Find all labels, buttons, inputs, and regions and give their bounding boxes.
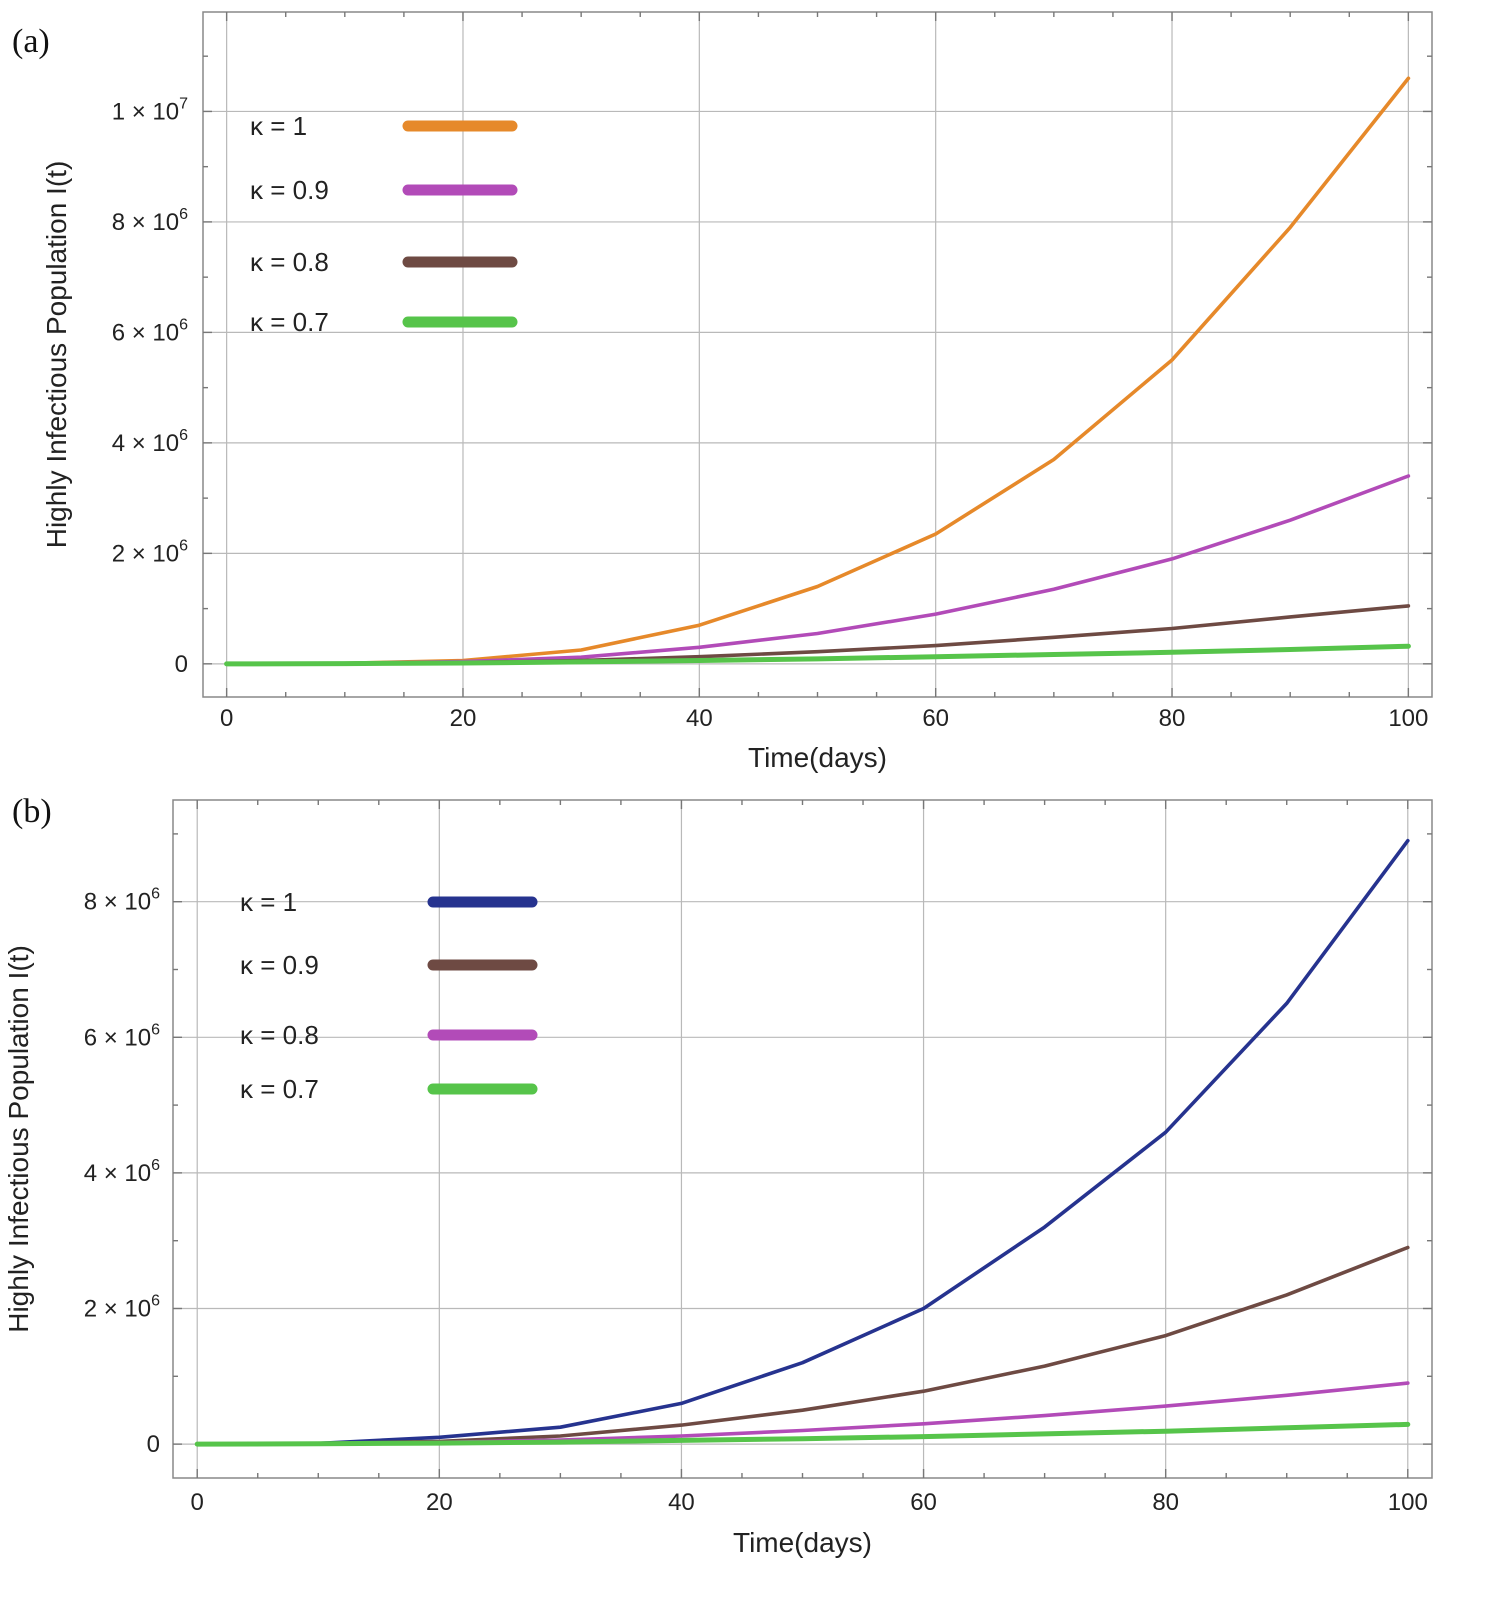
x-axis-title: Time(days) <box>748 742 887 773</box>
x-tick-label: 60 <box>910 1489 937 1516</box>
y-tick-label: 4 × 106 <box>84 1157 160 1187</box>
series-line-1 <box>224 474 1411 666</box>
panel-label: (b) <box>12 793 52 830</box>
x-tick-label: 0 <box>191 1489 204 1516</box>
plot-frame <box>202 11 1433 698</box>
y-tick-label: 6 × 106 <box>84 1021 160 1051</box>
y-tick-label: 6 × 106 <box>112 316 188 346</box>
y-tick-label: 2 × 106 <box>84 1293 160 1323</box>
x-tick-label: 20 <box>450 705 477 732</box>
x-tick-label: 40 <box>668 1489 695 1516</box>
x-tick-label: 80 <box>1152 1489 1179 1516</box>
x-axis-title: Time(days) <box>733 1527 872 1558</box>
legend-label: κ = 0.7 <box>240 1074 319 1104</box>
x-tick-label: 80 <box>1159 705 1186 732</box>
x-tick-label: 20 <box>426 1489 453 1516</box>
series-line-2 <box>195 1381 1410 1446</box>
legend-label: κ = 1 <box>250 111 307 141</box>
series-line-0 <box>195 838 1410 1446</box>
series-line-1 <box>195 1245 1410 1446</box>
legend-label: κ = 1 <box>240 887 297 917</box>
legend-label: κ = 0.7 <box>250 307 329 337</box>
y-tick-label: 8 × 106 <box>112 206 188 236</box>
y-tick-label: 2 × 106 <box>112 537 188 567</box>
legend-label: κ = 0.9 <box>240 950 319 980</box>
legend-label: κ = 0.9 <box>250 175 329 205</box>
y-axis-title: Highly Infectious Population I(t) <box>41 161 72 549</box>
y-tick-label: 0 <box>147 1431 160 1458</box>
x-tick-label: 100 <box>1388 705 1428 732</box>
panel-label: (a) <box>12 23 50 60</box>
series-line-0 <box>224 76 1411 666</box>
legend-label: κ = 0.8 <box>250 247 329 277</box>
chart-panel-a: (a) 0 20 40 60 80 100 0 2 × 106 4 × 106 6 × 106 8 ×… <box>12 11 1433 773</box>
chart-panel-b: (b) 0 20 40 60 80 100 0 2 × 106 4 × 106 6 × 106 8 ×… <box>3 793 1433 1558</box>
series-line-3 <box>194 1421 1411 1447</box>
x-tick-label: 100 <box>1388 1489 1428 1516</box>
x-tick-label: 0 <box>220 705 233 732</box>
y-tick-label: 0 <box>175 651 188 678</box>
y-tick-label: 8 × 106 <box>84 886 160 916</box>
x-tick-label: 60 <box>922 705 949 732</box>
x-tick-label: 40 <box>686 705 713 732</box>
legend-label: κ = 0.8 <box>240 1020 319 1050</box>
y-axis-title: Highly Infectious Population I(t) <box>3 945 34 1333</box>
series-line-3 <box>224 643 1411 667</box>
y-tick-label: 1 × 107 <box>112 95 188 125</box>
y-tick-label: 4 × 106 <box>112 427 188 457</box>
